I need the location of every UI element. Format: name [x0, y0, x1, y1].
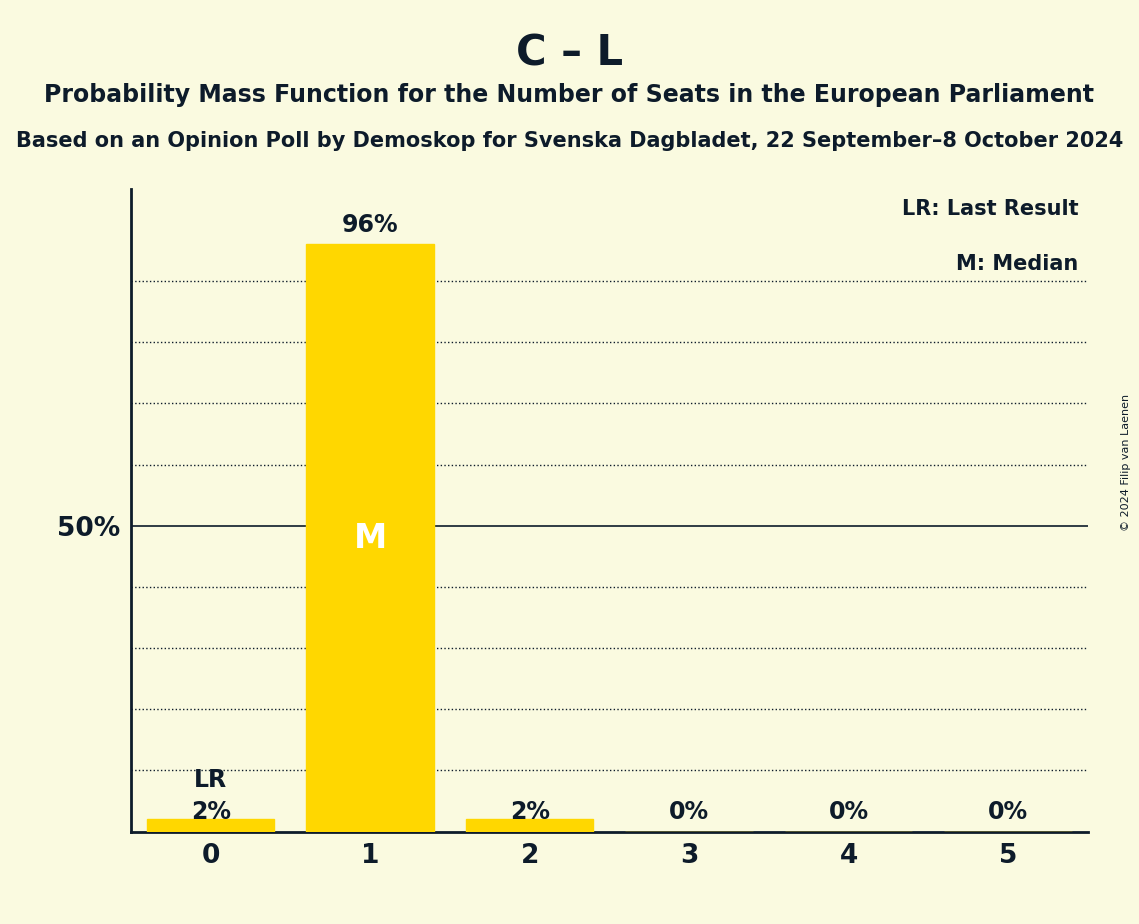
Text: LR: Last Result: LR: Last Result	[902, 199, 1079, 219]
Bar	[147, 820, 274, 832]
Text: Probability Mass Function for the Number of Seats in the European Parliament: Probability Mass Function for the Number…	[44, 83, 1095, 107]
Text: 96%: 96%	[342, 213, 399, 237]
Text: © 2024 Filip van Laenen: © 2024 Filip van Laenen	[1121, 394, 1131, 530]
Text: M: M	[353, 521, 387, 554]
Text: C – L: C – L	[516, 32, 623, 74]
Text: 2%: 2%	[509, 800, 550, 824]
Text: 2%: 2%	[190, 800, 231, 824]
Text: 0%: 0%	[669, 800, 710, 824]
Text: M: Median: M: Median	[956, 253, 1079, 274]
Text: Based on an Opinion Poll by Demoskop for Svenska Dagbladet, 22 September–8 Octob: Based on an Opinion Poll by Demoskop for…	[16, 131, 1123, 152]
Text: 0%: 0%	[988, 800, 1029, 824]
Text: 0%: 0%	[828, 800, 869, 824]
Bar	[466, 820, 593, 832]
Text: LR: LR	[194, 768, 228, 792]
Bar	[306, 245, 434, 832]
